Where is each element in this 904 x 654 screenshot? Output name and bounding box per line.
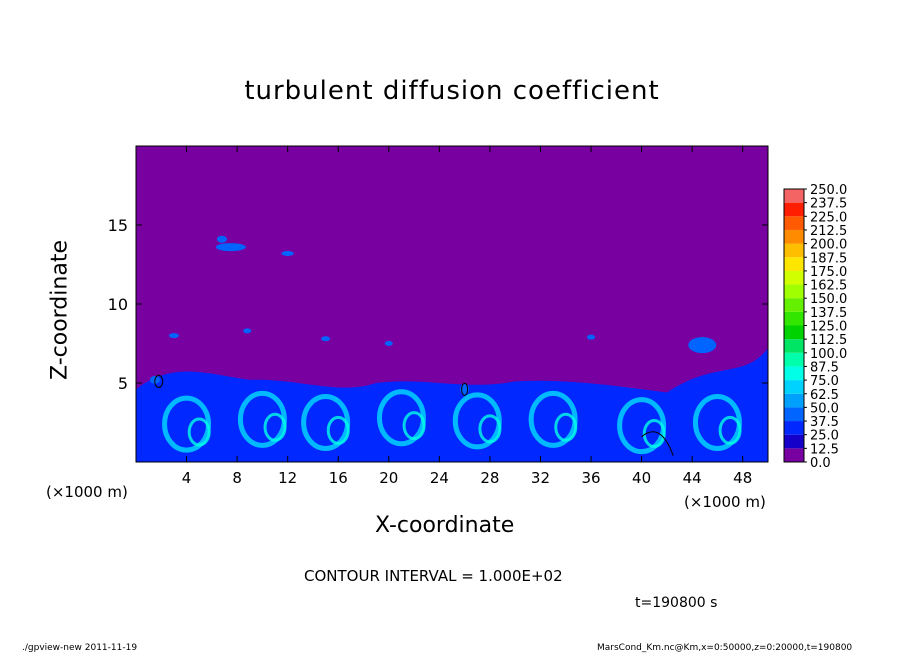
x-tick-label: 8 xyxy=(232,469,242,487)
colorbar-swatch xyxy=(784,270,804,285)
footer-left-text: ./gpview-new 2011-11-19 xyxy=(22,643,138,653)
turbulence-patch xyxy=(321,336,331,342)
colorbar-tick-label: 25.0 xyxy=(810,429,839,444)
footer-right-text: MarsCond_Km.nc@Km,x=0:50000,z=0:20000,t=… xyxy=(597,643,853,653)
eddy-core xyxy=(642,419,666,449)
colorbar-tick-label: 162.5 xyxy=(810,279,847,294)
x-unit-label-right: (×1000 m) xyxy=(684,493,766,511)
colorbar-swatch xyxy=(784,298,804,312)
x-tick-label: 28 xyxy=(480,469,499,487)
turbulence-patch xyxy=(216,235,227,243)
x-tick-label: 48 xyxy=(733,469,752,487)
colorbar-tick-label: 137.5 xyxy=(810,306,847,321)
eddy-core xyxy=(263,412,287,442)
y-tick-label: 5 xyxy=(118,374,128,393)
turbulence-patch xyxy=(587,334,596,340)
colorbar-tick-label: 12.5 xyxy=(810,442,839,457)
colorbar-swatch xyxy=(784,407,804,422)
eddy-core xyxy=(718,415,742,445)
colorbar-tick-label: 50.0 xyxy=(810,401,839,416)
eddy-core xyxy=(554,412,578,442)
turbulence-patch xyxy=(215,243,246,252)
turbulence-patch xyxy=(460,383,470,395)
colorbar-tick-label: 150.0 xyxy=(810,292,847,307)
colorbar-swatch xyxy=(784,229,804,244)
chart-title: turbulent diffusion coefficient xyxy=(244,76,660,106)
contour-line xyxy=(154,374,164,388)
eddy-core xyxy=(478,414,502,444)
colorbar-swatch xyxy=(784,325,804,340)
x-tick-label: 20 xyxy=(379,469,398,487)
colorbar-tick-label: 225.0 xyxy=(810,210,847,225)
colorbar-tick-label: 62.5 xyxy=(810,388,839,403)
y-tick-label: 10 xyxy=(108,295,128,314)
colorbar-swatch xyxy=(784,243,804,258)
x-tick-label: 40 xyxy=(632,469,651,487)
x-tick-label: 24 xyxy=(430,469,449,487)
colorbar-swatch xyxy=(784,448,804,462)
x-tick-label: 12 xyxy=(278,469,297,487)
colorbar-swatch xyxy=(784,202,804,217)
colorbar-tick-label: 0.0 xyxy=(810,456,831,471)
y-tick-label: 15 xyxy=(108,216,128,235)
y-axis-label: Z-coordinate xyxy=(47,240,73,380)
colorbar-tick-label: 87.5 xyxy=(810,360,839,375)
colorbar-swatch xyxy=(784,393,804,408)
turbulence-patch xyxy=(168,333,179,339)
eddy-core xyxy=(326,415,350,445)
x-tick-label: 32 xyxy=(531,469,550,487)
contour-line xyxy=(641,431,674,456)
contour-line xyxy=(461,382,469,396)
colorbar-tick-label: 175.0 xyxy=(810,265,847,280)
turbulence-patch xyxy=(384,341,393,346)
x-tick-label: 36 xyxy=(581,469,600,487)
x-tick-label: 4 xyxy=(182,469,192,487)
colorbar-tick-label: 200.0 xyxy=(810,238,847,253)
eddy-core xyxy=(402,411,426,441)
colorbar-swatch xyxy=(784,366,804,381)
colorbar-swatch xyxy=(784,284,804,299)
eddy-core xyxy=(187,417,211,447)
colorbar-swatch xyxy=(784,380,804,394)
time-label: t=190800 s xyxy=(635,595,718,611)
colorbar-tick-label: 125.0 xyxy=(810,320,847,335)
turbulence-patch xyxy=(688,337,717,354)
colorbar-tick-label: 112.5 xyxy=(810,333,847,348)
colorbar-swatch xyxy=(784,352,804,367)
colorbar-swatch xyxy=(784,311,804,326)
colorbar-swatch xyxy=(784,189,804,203)
colorbar-swatch xyxy=(784,339,804,353)
colorbar-tick-label: 237.5 xyxy=(810,197,847,212)
contour-interval-text: CONTOUR INTERVAL = 1.000E+02 xyxy=(304,567,563,585)
colorbar-swatch xyxy=(784,421,804,435)
x-axis-label: X-coordinate xyxy=(375,513,515,538)
x-tick-label: 44 xyxy=(683,469,702,487)
x-tick-label: 16 xyxy=(329,469,348,487)
colorbar-tick-label: 187.5 xyxy=(810,251,847,266)
colorbar-tick-label: 100.0 xyxy=(810,347,847,362)
colorbar-tick-label: 212.5 xyxy=(810,224,847,239)
colorbar-swatch xyxy=(784,434,804,449)
colorbar-swatch xyxy=(784,216,804,230)
x-unit-label-left: (×1000 m) xyxy=(46,483,128,501)
turbulence-patch xyxy=(281,250,294,256)
turbulent-layer-region xyxy=(136,348,768,462)
turbulence-patch xyxy=(243,328,252,334)
colorbar-tick-label: 250.0 xyxy=(810,183,847,198)
colorbar-tick-label: 37.5 xyxy=(810,415,839,430)
colorbar-tick-label: 75.0 xyxy=(810,374,839,389)
colorbar-swatch xyxy=(784,257,804,271)
